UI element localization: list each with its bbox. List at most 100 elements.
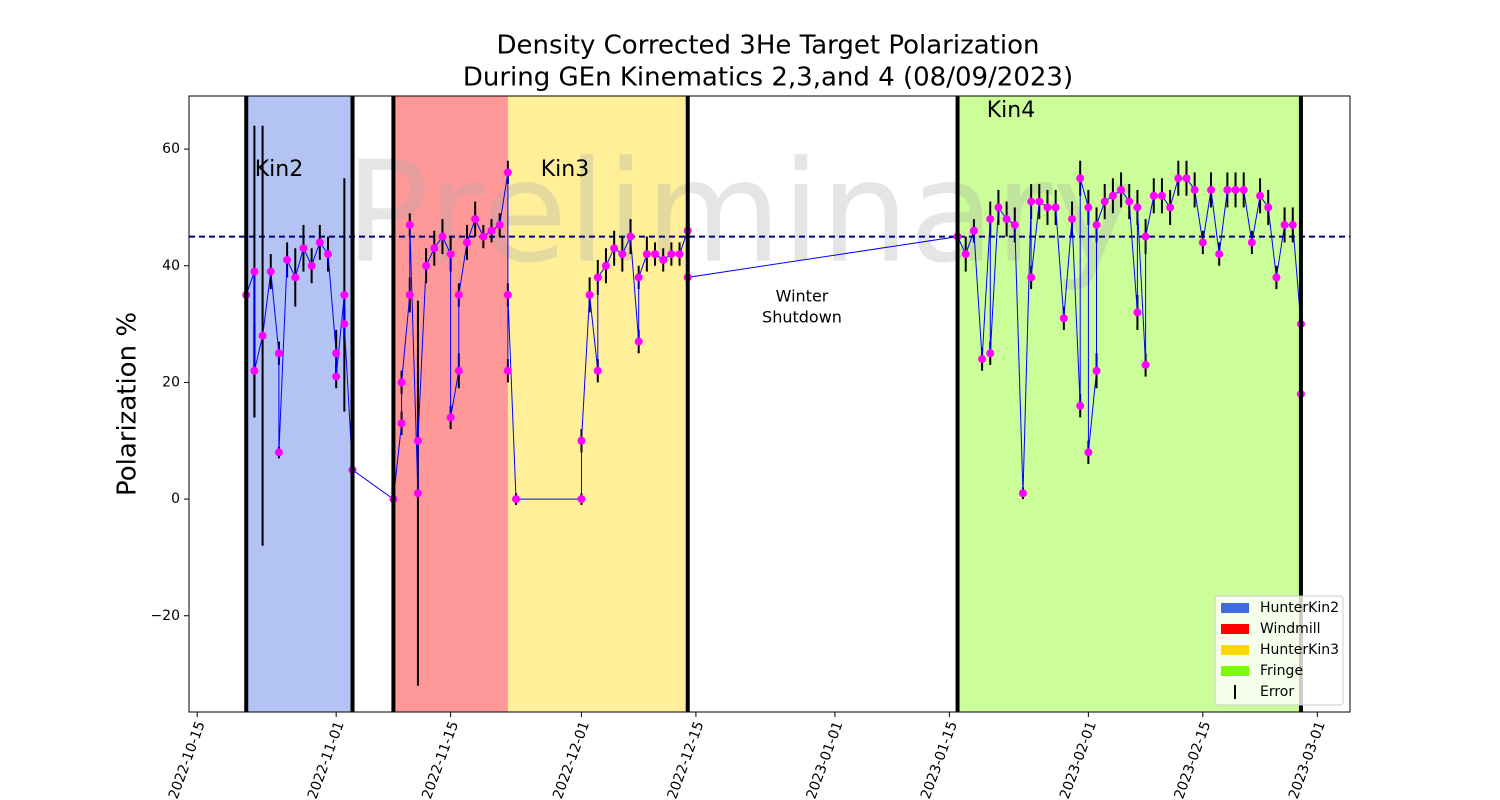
- data-point: [307, 261, 316, 270]
- data-point: [659, 255, 668, 264]
- data-point: [512, 495, 521, 504]
- x-tick-label: 2023-01-01: [804, 719, 847, 800]
- x-tick-label: 2023-02-15: [1171, 719, 1214, 800]
- data-point: [969, 226, 978, 235]
- y-tick-label: 20: [162, 374, 180, 390]
- data-point: [634, 273, 643, 282]
- data-point: [1076, 174, 1085, 183]
- data-point: [479, 232, 488, 241]
- data-point: [405, 220, 414, 229]
- data-point: [332, 372, 341, 381]
- data-point: [291, 273, 300, 282]
- annotation: Kin4: [987, 98, 1035, 123]
- data-point: [577, 495, 586, 504]
- data-point: [1108, 191, 1117, 200]
- legend-swatch: [1221, 645, 1249, 655]
- data-point: [1068, 215, 1077, 224]
- data-point: [1035, 197, 1044, 206]
- watermark: Preliminary: [345, 132, 1136, 295]
- data-point: [1125, 197, 1134, 206]
- data-point: [1051, 203, 1060, 212]
- data-point: [1059, 314, 1068, 323]
- data-point: [413, 436, 422, 445]
- y-tick-label: 40: [162, 258, 180, 274]
- data-point: [601, 261, 610, 270]
- data-point: [1117, 185, 1126, 194]
- data-point: [1182, 174, 1191, 183]
- data-point: [1149, 191, 1158, 200]
- plot-frame: [188, 95, 1351, 713]
- data-point: [405, 290, 414, 299]
- data-point: [1190, 185, 1199, 194]
- data-point: [585, 290, 594, 299]
- data-point: [675, 250, 684, 259]
- x-tick-label: 2022-11-15: [419, 719, 462, 800]
- data-point: [986, 215, 995, 224]
- data-point: [986, 349, 995, 358]
- data-point: [438, 232, 447, 241]
- data-point: [1166, 203, 1175, 212]
- legend-swatch: [1221, 666, 1249, 676]
- data-point: [1092, 220, 1101, 229]
- data-point: [634, 337, 643, 346]
- annotation: Kin3: [541, 157, 589, 182]
- data-point: [1084, 203, 1093, 212]
- x-tick-label: 2022-12-01: [550, 719, 593, 800]
- legend: HunterKin2 Windmill HunterKin3 Fringe Error: [1214, 595, 1344, 706]
- data-point: [1223, 185, 1232, 194]
- data-point: [1280, 220, 1289, 229]
- x-tick-label: 2023-01-15: [918, 719, 961, 800]
- y-tick-label: 0: [171, 491, 180, 507]
- data-point: [1231, 185, 1240, 194]
- data-point: [495, 220, 504, 229]
- data-point: [332, 349, 341, 358]
- chart-title: Density Corrected 3He Target Polarizatio…: [497, 31, 1040, 61]
- x-tick-label: 2023-02-01: [1057, 719, 1100, 800]
- y-tick-label: −20: [150, 608, 180, 624]
- data-point: [593, 273, 602, 282]
- data-point: [258, 331, 267, 340]
- data-point: [1076, 401, 1085, 410]
- data-point: [503, 168, 512, 177]
- legend-label: HunterKin2: [1260, 600, 1339, 616]
- data-point: [422, 261, 431, 270]
- data-point: [610, 244, 619, 253]
- legend-swatch: [1221, 603, 1249, 613]
- data-point: [1141, 360, 1150, 369]
- data-point: [961, 250, 970, 259]
- data-point: [593, 366, 602, 375]
- data-point: [487, 226, 496, 235]
- annotation: Shutdown: [762, 308, 842, 327]
- data-point: [626, 232, 635, 241]
- data-point: [1247, 238, 1256, 247]
- data-point: [250, 267, 259, 276]
- data-point: [397, 378, 406, 387]
- data-point: [446, 250, 455, 259]
- data-point: [1272, 273, 1281, 282]
- data-point: [667, 250, 676, 259]
- x-tick-label: 2022-12-15: [665, 719, 708, 800]
- data-point: [454, 290, 463, 299]
- data-point: [454, 366, 463, 375]
- data-point: [462, 238, 471, 247]
- legend-label: Error: [1260, 684, 1294, 700]
- data-point: [1239, 185, 1248, 194]
- data-point: [1198, 238, 1207, 247]
- y-axis-label: Polarization %: [113, 312, 143, 496]
- data-point: [994, 203, 1003, 212]
- data-point: [978, 355, 987, 364]
- data-point: [274, 349, 283, 358]
- data-point: [1084, 448, 1093, 457]
- data-point: [642, 250, 651, 259]
- legend-label: Windmill: [1260, 621, 1321, 637]
- chart-subtitle: During GEn Kinematics 2,3,and 4 (08/09/2…: [463, 63, 1073, 93]
- data-point: [618, 250, 627, 259]
- data-point: [340, 290, 349, 299]
- data-point: [1207, 185, 1216, 194]
- data-point: [1141, 232, 1150, 241]
- data-point: [1027, 197, 1036, 206]
- x-tick-label: 2023-03-01: [1286, 719, 1329, 800]
- data-point: [1288, 220, 1297, 229]
- annotation: Winter: [776, 287, 829, 306]
